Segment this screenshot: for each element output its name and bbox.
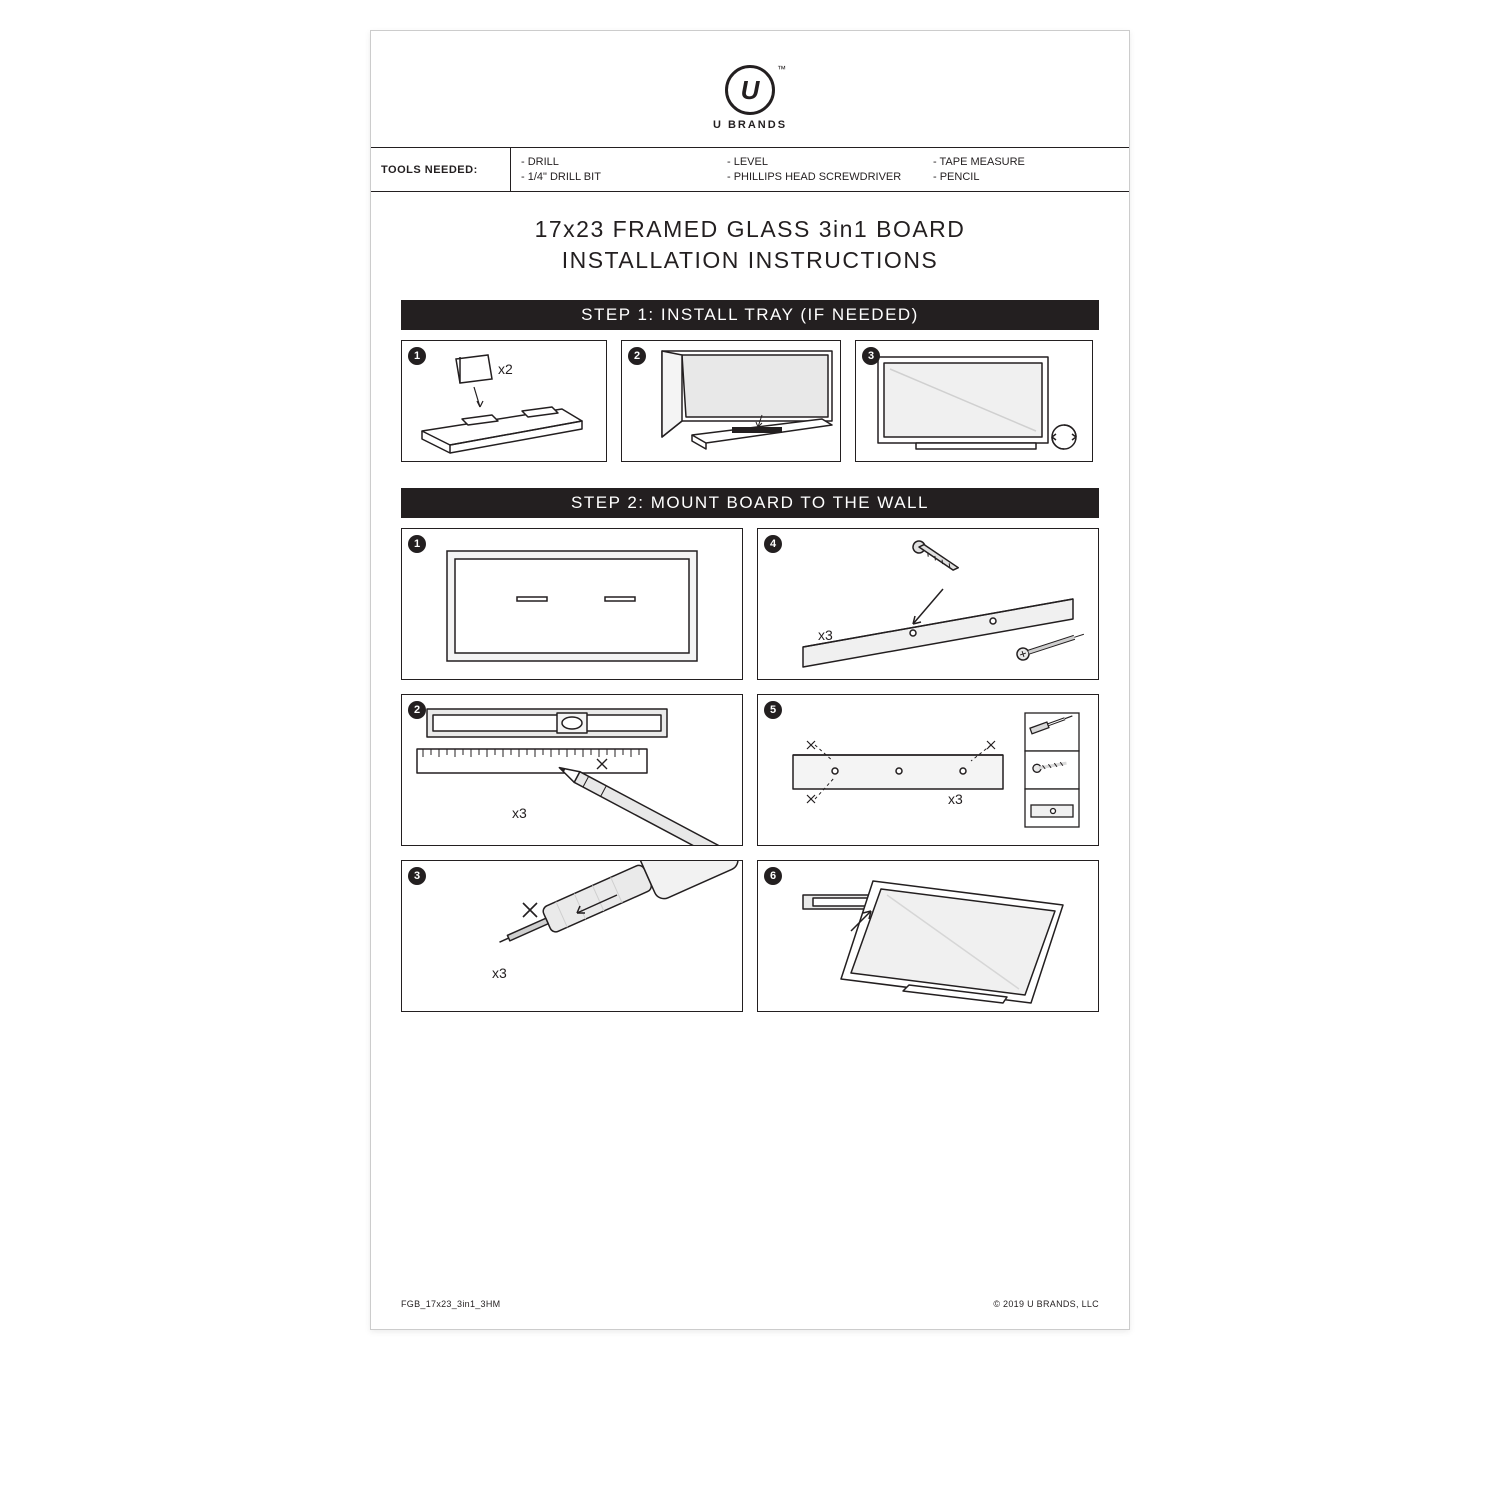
level-pencil-icon	[402, 695, 742, 845]
panel-number-icon: 1	[408, 535, 426, 553]
panel-number-icon: 2	[408, 701, 426, 719]
panel-number-icon: 3	[408, 867, 426, 885]
logo-mark-icon: U	[725, 65, 775, 115]
board-back-icon	[402, 529, 742, 679]
step1-bar: STEP 1: INSTALL TRAY (IF NEEDED)	[401, 300, 1099, 330]
step2-grid: 1 4 x3	[401, 528, 1099, 1012]
step2-panel-2: 2 x3	[401, 694, 743, 846]
board-tray-rotate-icon	[856, 341, 1092, 461]
tool-item: - TAPE MEASURE	[933, 156, 1119, 168]
step2-panel-4: 4 x3	[757, 528, 1099, 680]
tools-needed-box: TOOLS NEEDED: - DRILL - 1/4" DRILL BIT -…	[371, 147, 1129, 192]
panel-number-icon: 4	[764, 535, 782, 553]
drill-wall-icon	[402, 861, 742, 1011]
anchor-screw-bracket-icon	[758, 529, 1098, 679]
panel-number-icon: 6	[764, 867, 782, 885]
title-line-1: 17x23 FRAMED GLASS 3in1 BOARD	[401, 214, 1099, 245]
tray-attach-icon	[622, 341, 840, 461]
footer-code: FGB_17x23_3in1_3HM	[401, 1299, 500, 1309]
title-line-2: INSTALLATION INSTRUCTIONS	[401, 245, 1099, 276]
doc-title: 17x23 FRAMED GLASS 3in1 BOARD INSTALLATI…	[401, 214, 1099, 276]
tools-col-2: - LEVEL - PHILLIPS HEAD SCREWDRIVER	[717, 148, 923, 191]
brand-name: U BRANDS	[713, 119, 787, 131]
qty-label: x3	[818, 627, 833, 643]
step1-panel-3: 3	[855, 340, 1093, 462]
step2-panel-3: 3 x3	[401, 860, 743, 1012]
step2-bar: STEP 2: MOUNT BOARD TO THE WALL	[401, 488, 1099, 518]
bracket-wall-icon	[758, 695, 1098, 845]
qty-label: x3	[512, 805, 527, 821]
brand-logo: U U BRANDS	[401, 65, 1099, 131]
tool-item: - 1/4" DRILL BIT	[521, 171, 707, 183]
qty-label: x2	[498, 361, 513, 377]
qty-label: x3	[948, 791, 963, 807]
tray-adhesive-icon	[402, 341, 606, 461]
stage: U U BRANDS TOOLS NEEDED: - DRILL - 1/4" …	[0, 0, 1500, 1500]
step1-row: 1 x2	[401, 340, 1099, 462]
tools-label: TOOLS NEEDED:	[371, 148, 511, 191]
instruction-sheet: U U BRANDS TOOLS NEEDED: - DRILL - 1/4" …	[370, 30, 1130, 1330]
panel-number-icon: 3	[862, 347, 880, 365]
page-footer: FGB_17x23_3in1_3HM © 2019 U BRANDS, LLC	[401, 1285, 1099, 1309]
tools-col-1: - DRILL - 1/4" DRILL BIT	[511, 148, 717, 191]
tool-item: - PHILLIPS HEAD SCREWDRIVER	[727, 171, 913, 183]
step1-panel-2: 2	[621, 340, 841, 462]
tool-item: - LEVEL	[727, 156, 913, 168]
panel-number-icon: 1	[408, 347, 426, 365]
tool-item: - DRILL	[521, 156, 707, 168]
qty-label: x3	[492, 965, 507, 981]
step2-panel-6: 6	[757, 860, 1099, 1012]
tools-col-3: - TAPE MEASURE - PENCIL	[923, 148, 1129, 191]
footer-copyright: © 2019 U BRANDS, LLC	[993, 1299, 1099, 1309]
hang-board-icon	[758, 861, 1098, 1011]
step2-panel-1: 1	[401, 528, 743, 680]
panel-number-icon: 5	[764, 701, 782, 719]
step1-panel-1: 1 x2	[401, 340, 607, 462]
panel-number-icon: 2	[628, 347, 646, 365]
step2-panel-5: 5 x3	[757, 694, 1099, 846]
tool-item: - PENCIL	[933, 171, 1119, 183]
